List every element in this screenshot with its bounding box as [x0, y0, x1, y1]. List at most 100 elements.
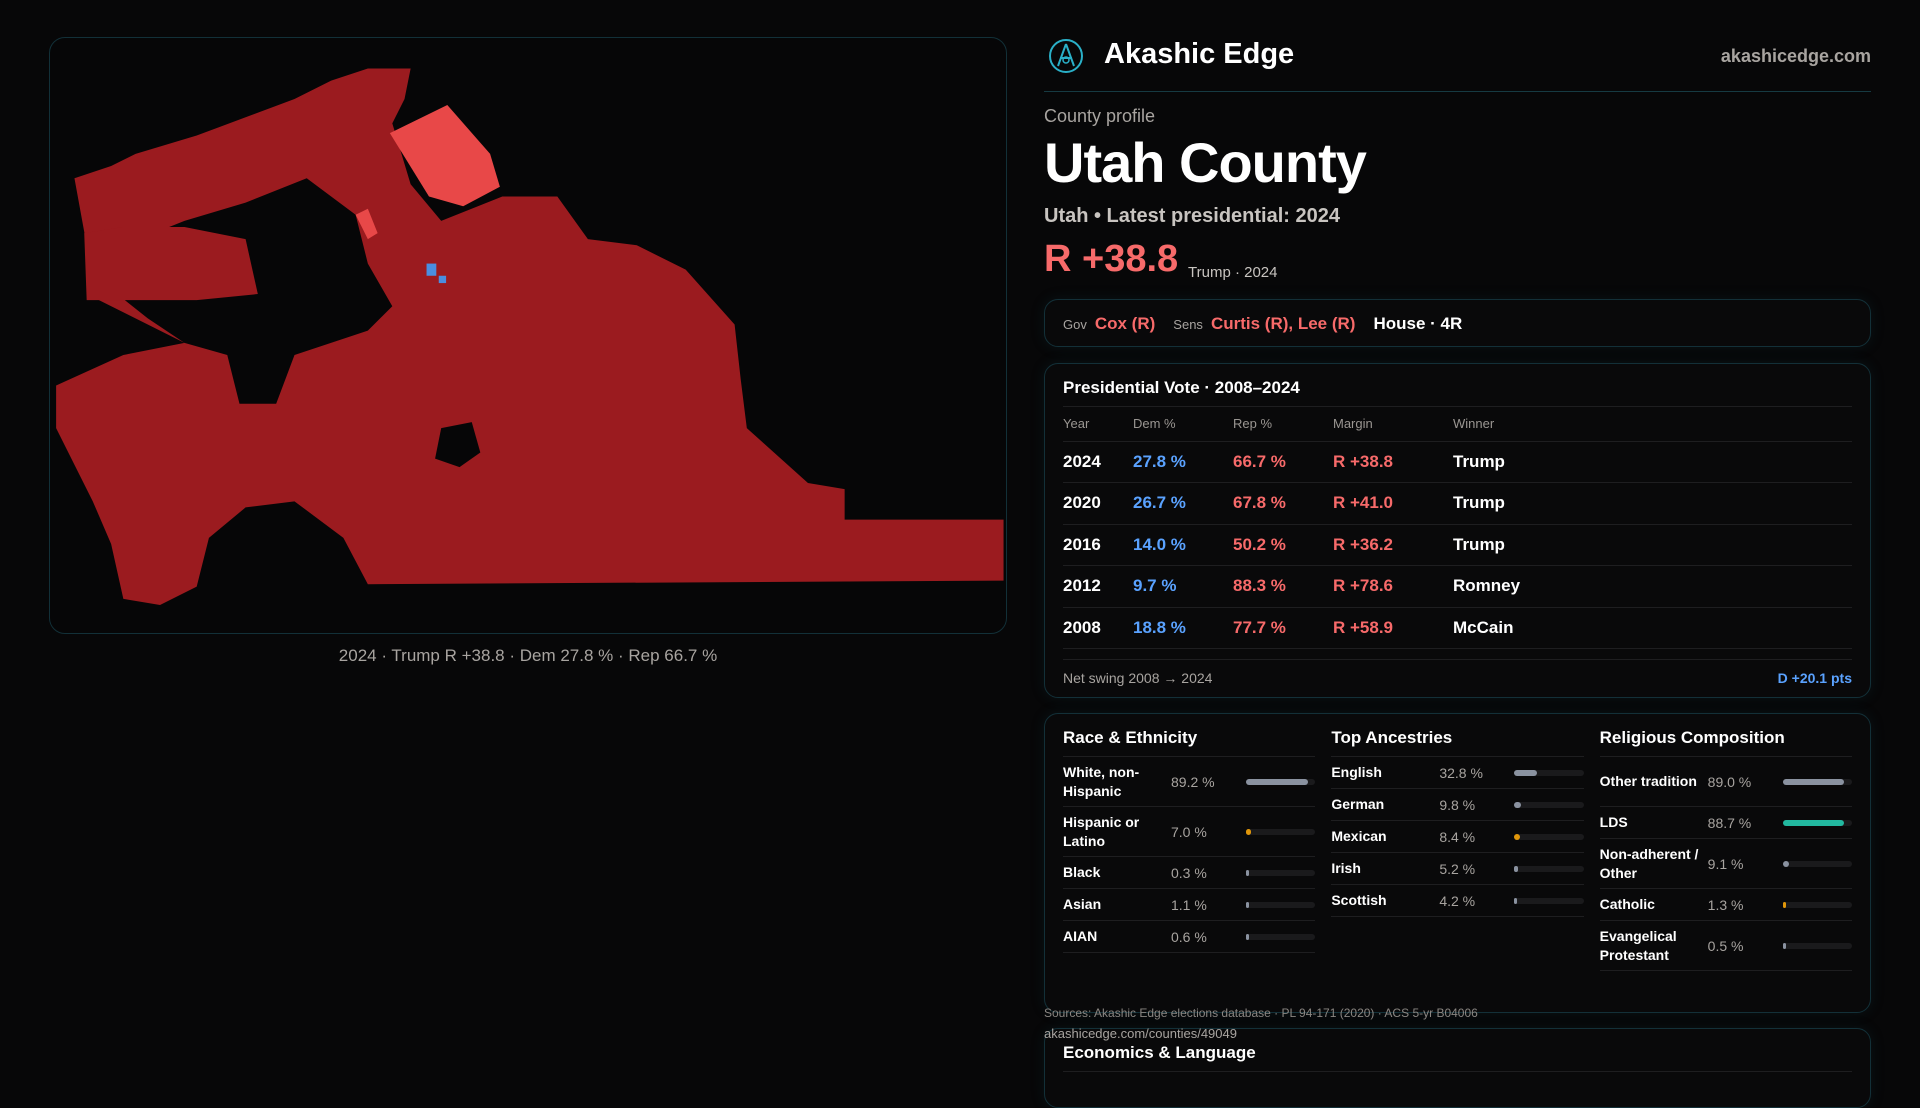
cell-rep: 66.7 % [1233, 441, 1333, 483]
cell-year: 2016 [1063, 524, 1133, 566]
map-region-light [389, 105, 500, 207]
item-value: 9.1 % [1707, 855, 1744, 872]
race-title: Race & Ethnicity [1063, 728, 1316, 757]
item-bar [1514, 897, 1584, 904]
list-item: LDS 88.7 % [1599, 807, 1852, 839]
col-winner: Winner [1453, 407, 1852, 442]
governor: Cox (R) [1094, 314, 1156, 333]
religion-section: Religious Composition Other tradition 89.0… [1599, 728, 1852, 998]
map-dem-precinct-2 [438, 275, 447, 284]
cell-dem: 18.8 % [1133, 607, 1233, 649]
kicker: County profile [1044, 106, 1156, 126]
list-item: Non-adherent / Other 9.1 % [1599, 839, 1852, 889]
economics-title: Economics & Language [1063, 1043, 1852, 1072]
list-item: Catholic 1.3 % [1599, 889, 1852, 921]
item-bar-fill [1246, 828, 1251, 835]
item-bar [1246, 778, 1316, 785]
religion-title: Religious Composition [1599, 728, 1852, 757]
item-bar-fill [1514, 865, 1518, 872]
cell-rep: 50.2 % [1233, 524, 1333, 566]
list-item: Asian 1.1 % [1063, 889, 1316, 921]
item-name: Catholic [1599, 896, 1655, 913]
list-item: Mexican 8.4 % [1331, 821, 1584, 853]
presidential-title: Presidential Vote · 2008–2024 [1063, 378, 1852, 407]
item-bar [1246, 828, 1316, 835]
item-value: 89.2 % [1171, 773, 1215, 790]
col-dem: Dem % [1133, 407, 1233, 442]
item-value: 0.6 % [1171, 928, 1207, 945]
list-item: Black 0.3 % [1063, 857, 1316, 889]
sens-label: Sens [1173, 317, 1203, 332]
item-name: English [1331, 764, 1382, 781]
page-url[interactable]: akashicedge.com/counties/49049 [1044, 1026, 1237, 1041]
net-swing: Net swing 2008 → 2024 D +20.1 pts [1063, 659, 1852, 686]
county-map[interactable] [49, 37, 1007, 634]
compass-emblem-icon [1049, 39, 1083, 73]
cell-margin: R +41.0 [1333, 482, 1453, 525]
presidential-table: Year Dem % Rep % Margin Winner 2024 27.8 … [1063, 407, 1852, 649]
cell-rep: 77.7 % [1233, 607, 1333, 649]
cell-winner: Trump [1453, 524, 1852, 566]
precinct-map[interactable] [50, 38, 1006, 633]
list-item: English 32.8 % [1331, 757, 1584, 789]
item-value: 7.0 % [1171, 823, 1207, 840]
list-item: German 9.8 % [1331, 789, 1584, 821]
item-bar [1246, 869, 1316, 876]
header: Akashic Edge akashicedge.com [1044, 36, 1871, 92]
table-row: 2020 26.7 % 67.8 % R +41.0 Trump [1063, 482, 1852, 525]
item-bar [1246, 933, 1316, 940]
list-item: Hispanic or Latino 7.0 % [1063, 807, 1316, 857]
cell-margin: R +38.8 [1333, 441, 1453, 483]
item-name: LDS [1599, 814, 1628, 831]
ancestry-section: Top Ancestries English 32.8 % German 9.8 % Me… [1331, 728, 1584, 998]
item-bar-fill [1246, 933, 1249, 940]
cell-year: 2008 [1063, 607, 1133, 649]
brand-name: Akashic Edge [1104, 38, 1295, 70]
site-link[interactable]: akashicedge.com [1720, 46, 1871, 66]
cell-winner: McCain [1453, 607, 1852, 649]
item-bar [1514, 833, 1584, 840]
item-name: Asian [1063, 896, 1102, 913]
col-margin: Margin [1333, 407, 1453, 442]
cell-year: 2020 [1063, 482, 1133, 525]
cell-dem: 14.0 % [1133, 524, 1233, 566]
table-row: 2012 9.7 % 88.3 % R +78.6 Romney [1063, 565, 1852, 608]
cell-margin: R +78.6 [1333, 565, 1453, 608]
cell-winner: Trump [1453, 441, 1852, 483]
item-bar-fill [1782, 942, 1786, 949]
cell-margin: R +36.2 [1333, 524, 1453, 566]
item-value: 88.7 % [1707, 814, 1752, 831]
item-value: 9.8 % [1439, 796, 1476, 813]
item-bar [1514, 865, 1584, 872]
presidential-card: Presidential Vote · 2008–2024 Year Dem %… [1044, 363, 1871, 698]
item-name: Scottish [1331, 892, 1387, 909]
race-section: Race & Ethnicity White, non-Hispanic 89.2 … [1063, 728, 1316, 998]
item-name: German [1331, 796, 1385, 813]
list-item: Other tradition 89.0 % [1599, 757, 1852, 807]
cell-year: 2012 [1063, 565, 1133, 608]
item-name: AIAN [1063, 928, 1098, 945]
item-name: Other tradition [1599, 773, 1697, 790]
table-row: 2024 27.8 % 66.7 % R +38.8 Trump [1063, 441, 1852, 483]
list-item: Irish 5.2 % [1331, 853, 1584, 885]
officials-bar: Gov Cox (R) Sens Curtis (R), Lee (R) Hou… [1044, 299, 1871, 347]
item-value: 5.2 % [1439, 860, 1476, 877]
item-bar [1782, 778, 1852, 785]
item-name: Irish [1331, 860, 1361, 877]
map-dem-precinct [426, 263, 437, 276]
map-region-west [84, 226, 258, 301]
item-name: Hispanic or Latino [1063, 814, 1140, 849]
cell-margin: R +58.9 [1333, 607, 1453, 649]
cell-dem: 27.8 % [1133, 441, 1233, 483]
item-bar-fill [1782, 901, 1786, 908]
house-delegation: House · 4R [1373, 314, 1463, 333]
item-name: White, non-Hispanic [1063, 764, 1140, 799]
list-item: White, non-Hispanic 89.2 % [1063, 757, 1316, 807]
page-title: Utah County [1044, 131, 1367, 194]
cell-year: 2024 [1063, 441, 1133, 483]
cell-dem: 9.7 % [1133, 565, 1233, 608]
item-bar-fill [1782, 819, 1845, 826]
map-region-light-2 [355, 208, 378, 240]
item-name: Evangelical Protestant [1599, 928, 1677, 963]
item-value: 0.5 % [1707, 937, 1744, 954]
